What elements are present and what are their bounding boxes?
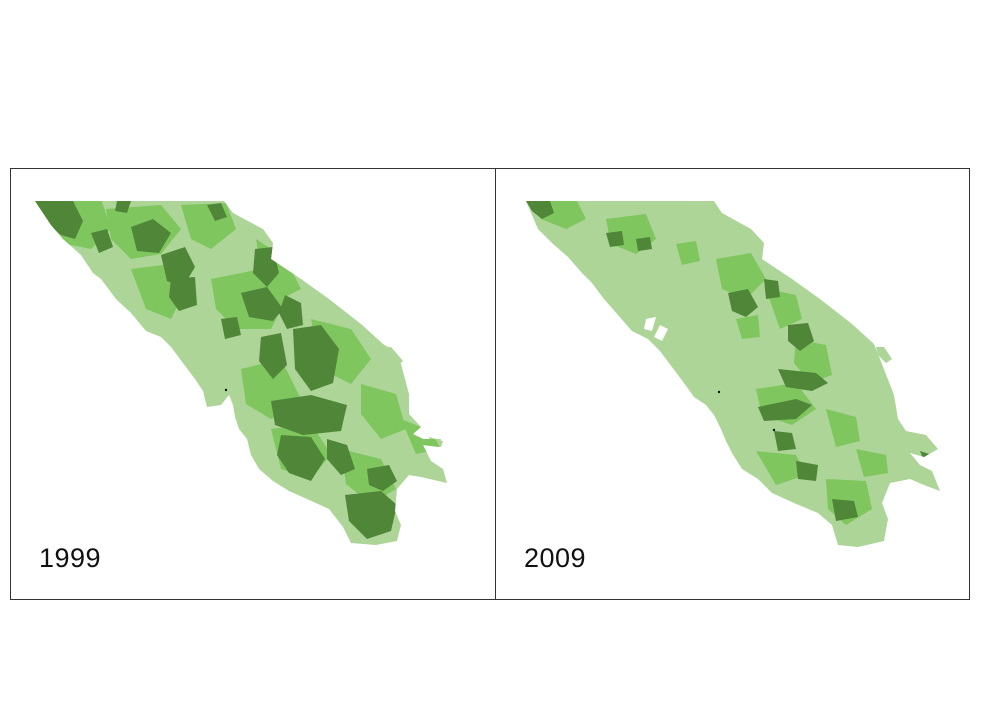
vegetation-map-1999 [35, 201, 447, 545]
vegetation-patches-1999 [35, 201, 441, 539]
year-label-1999: 1999 [39, 543, 102, 573]
panel-divider [495, 169, 496, 599]
vegetation-map-2009 [526, 201, 940, 547]
vegetation-patches-2009 [526, 201, 938, 525]
map-comparison-frame: 1999 [10, 168, 970, 600]
region-base-2009 [526, 201, 940, 547]
map-panel-1999: 1999 [11, 169, 495, 599]
year-label-2009: 2009 [524, 543, 587, 573]
map-panel-2009: 2009 [496, 169, 970, 599]
